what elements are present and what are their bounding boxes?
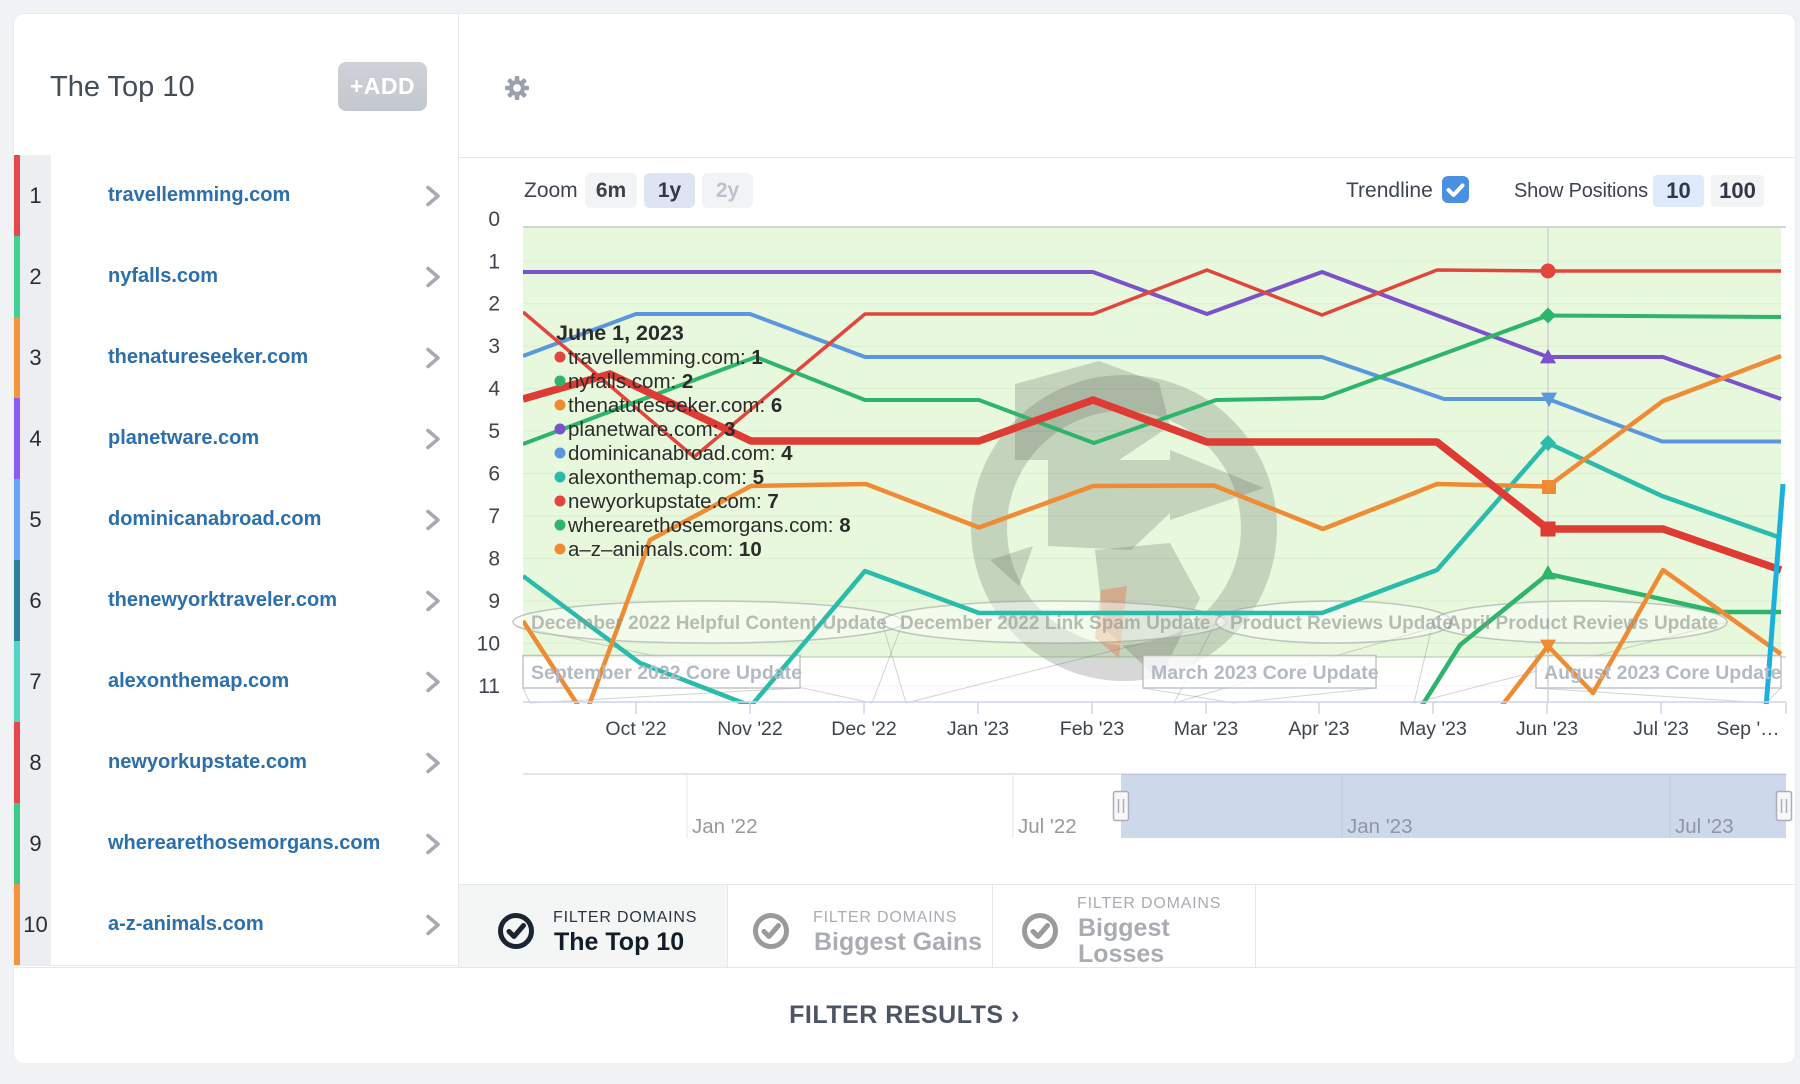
- svg-text:Mar '23: Mar '23: [1174, 718, 1238, 740]
- svg-text:December 2022 Link Spam Update: December 2022 Link Spam Update: [900, 613, 1210, 634]
- svg-text:10: 10: [477, 632, 500, 655]
- svg-text:planetware.com: 3: planetware.com: 3: [568, 418, 736, 441]
- svg-text:dominicanabroad.com: 4: dominicanabroad.com: 4: [568, 442, 793, 465]
- svg-text:6: 6: [488, 463, 500, 486]
- svg-text:newyorkupstate.com: 7: newyorkupstate.com: 7: [568, 490, 779, 513]
- svg-text:0: 0: [488, 208, 500, 231]
- svg-text:August 2023 Core Update: August 2023 Core Update: [1544, 662, 1781, 684]
- svg-text:1: 1: [488, 250, 500, 273]
- svg-text:Jan '23: Jan '23: [947, 718, 1009, 740]
- svg-text:Jul '22: Jul '22: [1018, 815, 1077, 838]
- svg-text:9: 9: [488, 590, 500, 613]
- svg-text:4: 4: [488, 378, 500, 401]
- svg-text:April Product Reviews Update: April Product Reviews Update: [1447, 613, 1718, 634]
- svg-text:travellemming.com: 1: travellemming.com: 1: [568, 346, 763, 369]
- svg-text:alexonthemap.com: 5: alexonthemap.com: 5: [568, 466, 764, 489]
- svg-text:March 2023 Core Update: March 2023 Core Update: [1151, 662, 1379, 684]
- svg-text:8: 8: [488, 547, 500, 570]
- svg-text:Product Reviews Update: Product Reviews Update: [1230, 613, 1453, 634]
- svg-text:Feb '23: Feb '23: [1060, 718, 1124, 740]
- svg-text:June 1, 2023: June 1, 2023: [556, 321, 684, 345]
- svg-text:thenatureseeker.com: 6: thenatureseeker.com: 6: [568, 394, 782, 417]
- svg-text:May '23: May '23: [1399, 718, 1467, 740]
- svg-text:Apr '23: Apr '23: [1288, 718, 1349, 740]
- svg-text:a–z–animals.com: 10: a–z–animals.com: 10: [568, 538, 762, 561]
- svg-text:Jun '23: Jun '23: [1516, 718, 1578, 740]
- svg-text:nyfalls.com: 2: nyfalls.com: 2: [568, 370, 693, 393]
- svg-text:2: 2: [488, 293, 500, 316]
- svg-text:Jul '23: Jul '23: [1633, 718, 1689, 740]
- svg-text:Jan '22: Jan '22: [692, 815, 757, 838]
- svg-text:Oct '22: Oct '22: [605, 718, 666, 740]
- svg-text:5: 5: [488, 420, 500, 443]
- svg-text:Jul '23: Jul '23: [1675, 815, 1734, 838]
- svg-text:December 2022 Helpful Content: December 2022 Helpful Content Update: [531, 613, 887, 634]
- svg-text:wherearethosemorgans.com: 8: wherearethosemorgans.com: 8: [567, 514, 851, 537]
- svg-text:3: 3: [488, 335, 500, 358]
- svg-text:Sep '…: Sep '…: [1716, 718, 1779, 740]
- svg-text:Jan '23: Jan '23: [1347, 815, 1412, 838]
- svg-text:7: 7: [488, 505, 500, 528]
- svg-text:11: 11: [478, 675, 500, 698]
- svg-text:Dec '22: Dec '22: [831, 718, 897, 740]
- svg-text:September 2022 Core Update: September 2022 Core Update: [531, 662, 802, 684]
- svg-text:Nov '22: Nov '22: [717, 718, 783, 740]
